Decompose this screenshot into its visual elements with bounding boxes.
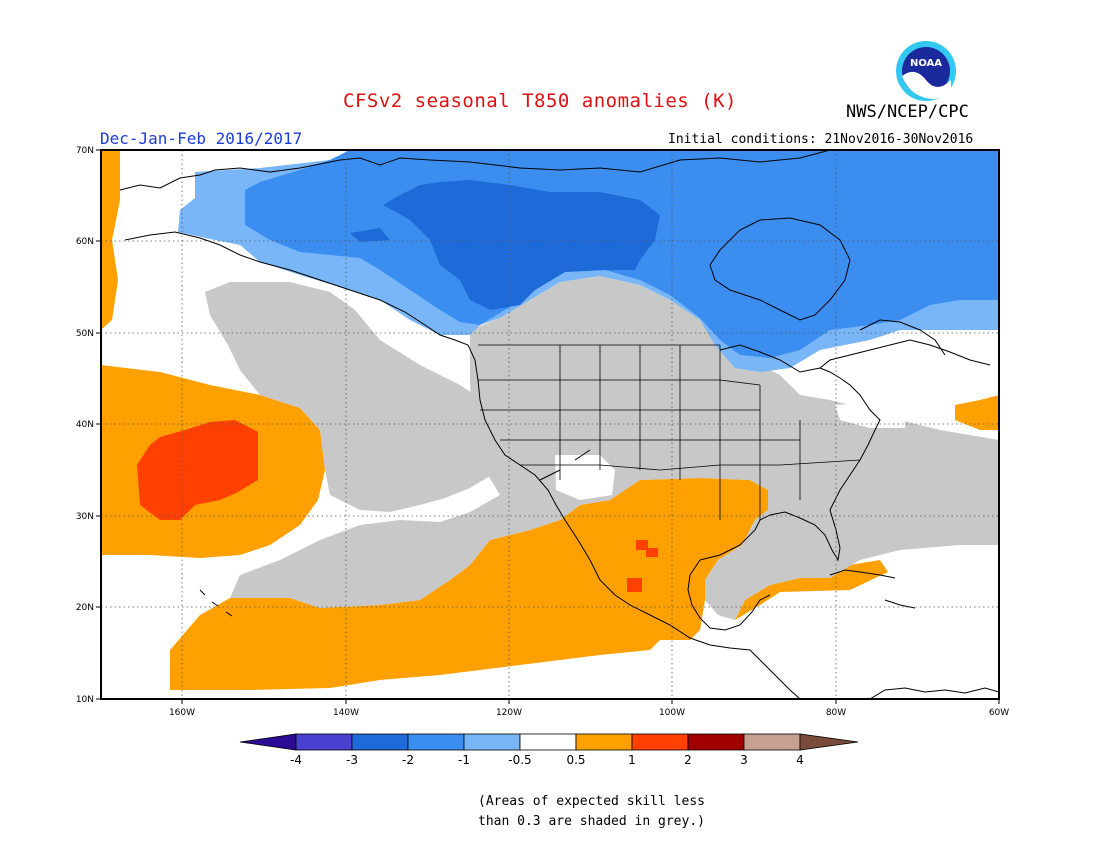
colorbar-swatch <box>295 733 353 751</box>
noaa-logo: NOAA <box>896 41 956 101</box>
colorbar-swatch <box>351 733 409 751</box>
lon-label: 80W <box>826 708 846 718</box>
colorbar-arrow-left <box>239 733 297 751</box>
low-skill-region <box>470 276 999 620</box>
colorbar-swatch <box>519 733 577 751</box>
lon-label: 100W <box>659 708 685 718</box>
footnote-line-2: than 0.3 are shaded in grey.) <box>478 814 705 829</box>
lat-label: 40N <box>76 420 94 430</box>
initial-conditions-label: Initial conditions: 21Nov2016-30Nov2016 <box>668 132 974 147</box>
colorbar: -4 -3 -2 -1 -0.5 0.5 1 2 3 4 <box>239 733 859 767</box>
lon-label: 160W <box>169 708 195 718</box>
anomaly-map: 70N 60N 50N 40N 30N 20N 10N 160W 140W 12… <box>76 146 1009 718</box>
strong-warm-anomaly-region <box>137 420 258 520</box>
strong-warm-anomaly-region <box>627 578 642 592</box>
lon-label: 120W <box>496 708 522 718</box>
colorbar-tick-label: 2 <box>684 753 692 767</box>
warm-anomaly-region <box>101 150 120 330</box>
colorbar-swatch <box>407 733 465 751</box>
warm-anomaly-region <box>955 395 999 430</box>
colorbar-tick-label: 3 <box>740 753 748 767</box>
lat-label: 10N <box>76 695 94 705</box>
colorbar-tick-label: -2 <box>402 753 414 767</box>
lon-label: 60W <box>989 708 1009 718</box>
colorbar-swatch <box>575 733 633 751</box>
low-skill-region <box>230 480 610 608</box>
low-skill-region <box>205 282 500 512</box>
strong-warm-anomaly-region <box>646 548 658 557</box>
colorbar-tick-label: 1 <box>628 753 636 767</box>
footnote-line-1: (Areas of expected skill less <box>478 794 705 809</box>
colorbar-tick-label: -1 <box>458 753 470 767</box>
lat-label: 50N <box>76 329 94 339</box>
strong-warm-anomaly-region <box>636 540 648 550</box>
colorbar-swatch <box>743 733 801 751</box>
strong-cool-anomaly-region <box>383 180 660 310</box>
warm-anomaly-region <box>170 478 768 690</box>
colorbar-swatch <box>687 733 745 751</box>
colorbar-swatch <box>463 733 521 751</box>
lat-label: 70N <box>76 146 94 156</box>
colorbar-arrow-right <box>799 733 859 751</box>
colorbar-tick-label: -0.5 <box>508 753 531 767</box>
lat-label: 20N <box>76 603 94 613</box>
agency-label: NWS/NCEP/CPC <box>846 102 969 122</box>
warm-anomaly-region <box>735 560 888 620</box>
colorbar-tick-label: 0.5 <box>566 753 585 767</box>
chart-title: CFSv2 seasonal T850 anomalies (K) <box>343 90 737 112</box>
season-label: Dec-Jan-Feb 2016/2017 <box>100 129 303 148</box>
noaa-logo-text: NOAA <box>910 58 942 69</box>
lat-label: 60N <box>76 237 94 247</box>
colorbar-tick-label: -4 <box>290 753 302 767</box>
colorbar-tick-label: -3 <box>346 753 358 767</box>
lon-label: 140W <box>333 708 359 718</box>
skill-footnote: (Areas of expected skill less than 0.3 a… <box>478 792 705 832</box>
lat-label: 30N <box>76 512 94 522</box>
colorbar-tick-label: 4 <box>796 753 804 767</box>
colorbar-swatch <box>631 733 689 751</box>
